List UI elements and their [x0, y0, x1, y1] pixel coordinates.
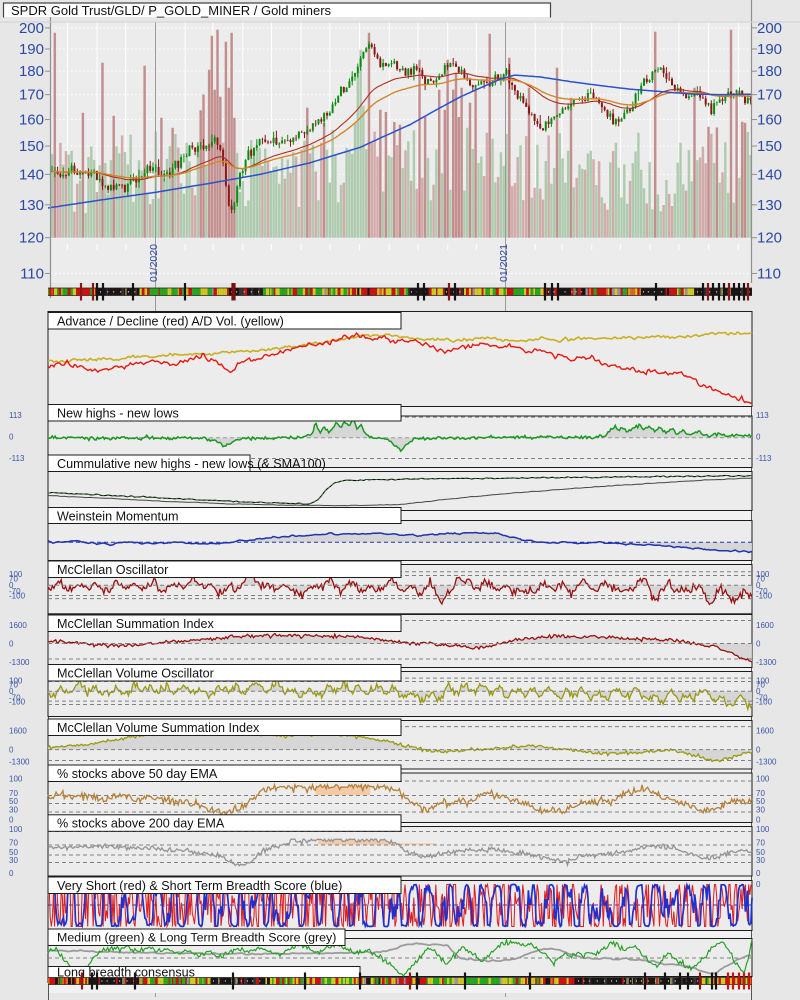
svg-text:70: 70 — [756, 789, 765, 798]
svg-text:30: 30 — [756, 806, 765, 815]
svg-text:110: 110 — [20, 265, 44, 282]
svg-text:-100: -100 — [756, 698, 773, 707]
svg-text:0: 0 — [756, 880, 761, 889]
svg-text:100: 100 — [9, 570, 23, 579]
svg-text:110: 110 — [757, 265, 781, 282]
svg-text:McClellan Summation Index: McClellan Summation Index — [57, 617, 214, 631]
svg-text:McClellan Oscillator: McClellan Oscillator — [57, 563, 168, 577]
svg-text:-70: -70 — [9, 587, 21, 596]
svg-text:01/2021: 01/2021 — [498, 244, 510, 282]
svg-text:140: 140 — [19, 166, 44, 183]
svg-text:0: 0 — [756, 816, 761, 825]
svg-text:200: 200 — [757, 20, 782, 37]
svg-text:0: 0 — [9, 869, 14, 878]
svg-text:50: 50 — [756, 848, 765, 857]
svg-text:Cummulative new highs - new lo: Cummulative new highs - new lows (& SMA1… — [57, 457, 326, 471]
svg-text:-1300: -1300 — [9, 758, 30, 767]
svg-text:-100: -100 — [756, 592, 773, 601]
svg-text:170: 170 — [19, 87, 44, 104]
svg-text:150: 150 — [757, 138, 782, 155]
svg-text:Medium (green) & Long Term Bre: Medium (green) & Long Term Breadth Score… — [57, 931, 336, 945]
svg-text:70: 70 — [9, 839, 18, 848]
svg-text:Very Short (red) & Short Term: Very Short (red) & Short Term Breadth Sc… — [57, 879, 342, 893]
svg-text:70: 70 — [756, 681, 765, 690]
svg-text:0: 0 — [756, 687, 761, 696]
svg-text:-70: -70 — [9, 694, 21, 703]
svg-text:-1300: -1300 — [756, 658, 777, 667]
svg-text:-100: -100 — [9, 698, 26, 707]
svg-text:100: 100 — [756, 677, 770, 686]
svg-text:McClellan Volume Summation Ind: McClellan Volume Summation Index — [57, 721, 260, 735]
svg-text:0: 0 — [756, 581, 761, 590]
svg-text:-70: -70 — [756, 587, 768, 596]
svg-text:% stocks above 200 day EMA: % stocks above 200 day EMA — [57, 817, 225, 831]
svg-text:190: 190 — [19, 41, 44, 58]
svg-text:180: 180 — [757, 63, 782, 80]
svg-text:0: 0 — [756, 640, 761, 649]
svg-text:50: 50 — [9, 797, 18, 806]
svg-text:190: 190 — [757, 41, 782, 58]
svg-text:0: 0 — [756, 869, 761, 878]
svg-text:0: 0 — [756, 746, 761, 755]
svg-text:0: 0 — [9, 687, 14, 696]
svg-text:113: 113 — [756, 411, 769, 420]
svg-text:140: 140 — [757, 166, 782, 183]
svg-text:130: 130 — [757, 197, 782, 214]
svg-text:113: 113 — [9, 411, 22, 420]
svg-text:130: 130 — [19, 197, 44, 214]
svg-text:-100: -100 — [9, 592, 26, 601]
svg-text:McClellan Volume Oscillator: McClellan Volume Oscillator — [57, 666, 214, 680]
svg-text:120: 120 — [19, 230, 44, 247]
svg-text:100: 100 — [756, 570, 770, 579]
svg-text:0: 0 — [9, 433, 14, 442]
svg-text:1600: 1600 — [9, 621, 27, 630]
svg-text:-113: -113 — [756, 454, 772, 463]
svg-text:70: 70 — [756, 839, 765, 848]
svg-text:0: 0 — [9, 816, 14, 825]
svg-text:50: 50 — [9, 848, 18, 857]
svg-text:Advance / Decline (red) A/D Vo: Advance / Decline (red) A/D Vol. (yellow… — [57, 314, 284, 328]
svg-text:1600: 1600 — [756, 621, 774, 630]
svg-text:0: 0 — [9, 581, 14, 590]
svg-text:170: 170 — [757, 87, 782, 104]
svg-text:30: 30 — [9, 806, 18, 815]
svg-text:70: 70 — [756, 575, 765, 584]
svg-text:100: 100 — [756, 825, 770, 834]
svg-text:160: 160 — [757, 112, 782, 129]
svg-text:100: 100 — [9, 775, 23, 784]
svg-text:-1300: -1300 — [756, 758, 777, 767]
svg-text:150: 150 — [19, 138, 44, 155]
svg-text:1600: 1600 — [9, 727, 27, 736]
svg-text:-70: -70 — [756, 694, 768, 703]
svg-text:0: 0 — [9, 746, 14, 755]
svg-text:160: 160 — [19, 112, 44, 129]
svg-text:70: 70 — [9, 575, 18, 584]
svg-text:30: 30 — [756, 856, 765, 865]
svg-text:New highs - new lows: New highs - new lows — [57, 406, 179, 420]
svg-text:-1300: -1300 — [9, 658, 30, 667]
svg-text:01/2020: 01/2020 — [148, 244, 160, 282]
svg-text:30: 30 — [9, 856, 18, 865]
svg-text:% stocks above 50 day EMA: % stocks above 50 day EMA — [57, 767, 218, 781]
svg-text:SPDR Gold Trust/GLD/ P_GOLD_MI: SPDR Gold Trust/GLD/ P_GOLD_MINER / Gold… — [11, 3, 332, 18]
svg-text:0: 0 — [756, 433, 761, 442]
svg-text:0: 0 — [9, 640, 14, 649]
svg-text:180: 180 — [19, 63, 44, 80]
svg-text:70: 70 — [9, 681, 18, 690]
svg-text:Weinstein Momentum: Weinstein Momentum — [57, 509, 179, 523]
svg-text:1600: 1600 — [756, 727, 774, 736]
svg-text:70: 70 — [9, 789, 18, 798]
svg-text:100: 100 — [9, 677, 23, 686]
svg-text:100: 100 — [756, 775, 770, 784]
svg-text:200: 200 — [19, 20, 44, 37]
svg-text:100: 100 — [9, 825, 23, 834]
svg-text:-113: -113 — [9, 454, 25, 463]
svg-text:120: 120 — [757, 230, 782, 247]
svg-text:50: 50 — [756, 797, 765, 806]
